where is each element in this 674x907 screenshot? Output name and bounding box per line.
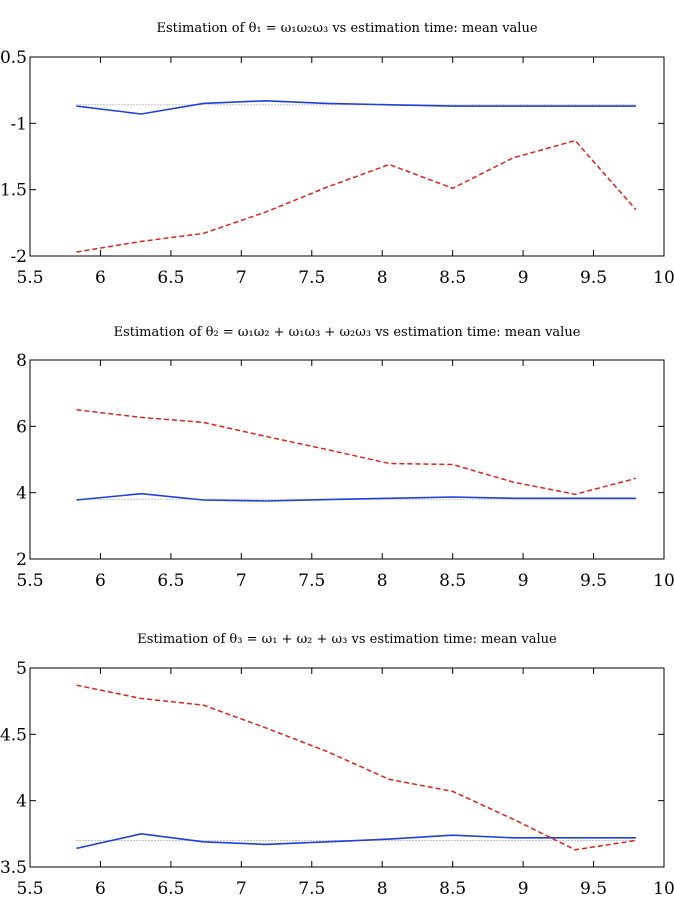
chart-panel-1: Estimation of θ₁ = ω₁ω₂ω₃ vs estimation … bbox=[0, 21, 674, 288]
y-tick-label: 4 bbox=[16, 792, 27, 812]
x-tick-label: 9 bbox=[518, 879, 529, 899]
y-tick-label: -1.5 bbox=[0, 181, 27, 201]
y-tick-label: 5 bbox=[16, 659, 27, 679]
x-tick-label: 8.5 bbox=[439, 571, 466, 591]
x-tick-label: 9 bbox=[518, 571, 529, 591]
x-tick-label: 7.5 bbox=[298, 879, 325, 899]
y-tick-label: -0.5 bbox=[0, 48, 27, 68]
x-tick-label: 10 bbox=[653, 571, 674, 591]
series-line-blue bbox=[76, 492, 636, 502]
y-tick-label: 6 bbox=[16, 417, 27, 437]
y-tick-label: 3.5 bbox=[0, 858, 27, 878]
y-tick-label: -2 bbox=[10, 247, 27, 267]
x-tick-label: 8 bbox=[377, 879, 388, 899]
x-tick-label: 6.5 bbox=[157, 879, 184, 899]
chart-panel-2: Estimation of θ₂ = ω₁ω₂ + ω₁ω₃ + ω₂ω₃ vs… bbox=[16, 325, 674, 591]
x-tick-label: 9 bbox=[518, 268, 529, 288]
x-tick-label: 7.5 bbox=[298, 571, 325, 591]
x-tick-label: 6.5 bbox=[157, 571, 184, 591]
chart-panel-3: Estimation of θ₃ = ω₁ + ω₂ + ω₃ vs estim… bbox=[0, 632, 674, 899]
x-tick-label: 8.5 bbox=[439, 268, 466, 288]
axes-frame bbox=[29, 56, 665, 257]
x-tick-label: 8 bbox=[377, 268, 388, 288]
x-tick-label: 8.5 bbox=[439, 879, 466, 899]
x-tick-label: 6 bbox=[95, 268, 106, 288]
x-tick-label: 5.5 bbox=[16, 571, 43, 591]
x-tick-label: 5.5 bbox=[16, 268, 43, 288]
x-tick-label: 9.5 bbox=[580, 879, 607, 899]
axes-frame bbox=[29, 667, 665, 868]
x-tick-label: 7 bbox=[236, 268, 247, 288]
x-tick-label: 9.5 bbox=[580, 571, 607, 591]
x-tick-label: 7.5 bbox=[298, 268, 325, 288]
chart-title-2: Estimation of θ₂ = ω₁ω₂ + ω₁ω₃ + ω₂ω₃ vs… bbox=[114, 325, 581, 340]
y-tick-label: 8 bbox=[16, 351, 27, 371]
y-tick-label: 4.5 bbox=[0, 725, 27, 745]
x-tick-label: 8 bbox=[377, 571, 388, 591]
x-tick-label: 10 bbox=[653, 268, 674, 288]
x-tick-label: 9.5 bbox=[580, 268, 607, 288]
series-line-blue bbox=[76, 832, 636, 850]
series-line-red bbox=[76, 684, 636, 851]
x-tick-label: 6 bbox=[95, 571, 106, 591]
chart-title-3: Estimation of θ₃ = ω₁ + ω₂ + ω₃ vs estim… bbox=[137, 632, 557, 647]
x-tick-label: 6 bbox=[95, 879, 106, 899]
y-tick-label: 2 bbox=[16, 550, 27, 570]
y-tick-label: -1 bbox=[10, 114, 27, 134]
x-tick-label: 6.5 bbox=[157, 268, 184, 288]
x-tick-label: 10 bbox=[653, 879, 674, 899]
series-line-red bbox=[76, 409, 636, 496]
chart-title-1: Estimation of θ₁ = ω₁ω₂ω₃ vs estimation … bbox=[156, 21, 537, 36]
axes-frame bbox=[29, 359, 665, 560]
series-line-red bbox=[76, 139, 637, 253]
series-line-blue bbox=[76, 99, 636, 115]
x-tick-label: 7 bbox=[236, 879, 247, 899]
x-tick-label: 7 bbox=[236, 571, 247, 591]
x-tick-label: 5.5 bbox=[16, 879, 43, 899]
y-tick-label: 4 bbox=[16, 484, 27, 504]
